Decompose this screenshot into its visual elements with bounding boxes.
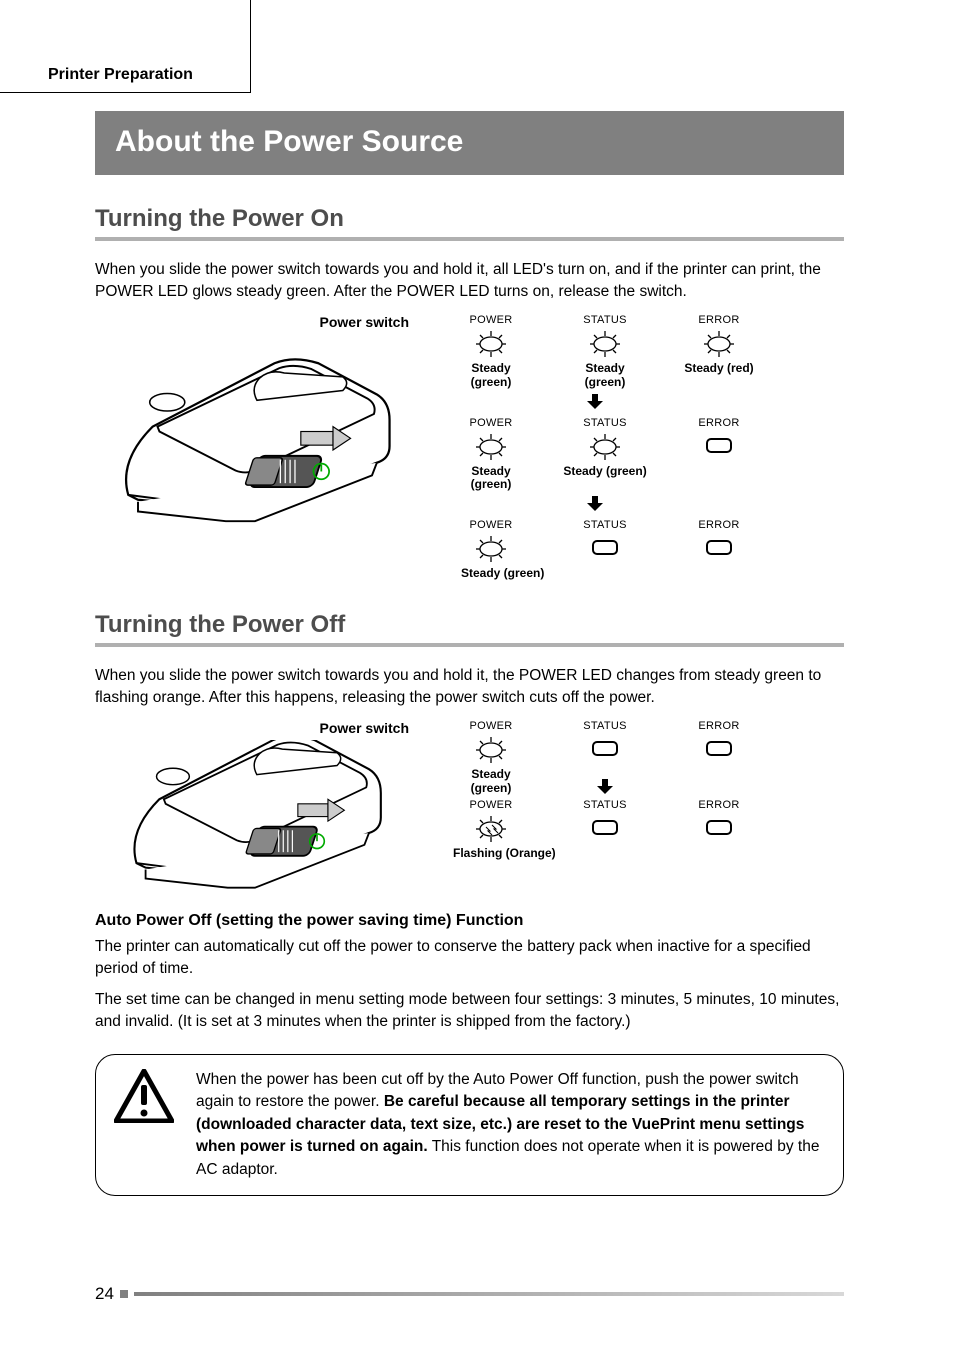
led-flash-icon	[472, 813, 510, 845]
caution-box: When the power has been cut off by the A…	[95, 1054, 844, 1196]
led-name-error: ERROR	[698, 417, 739, 429]
led-name-status: STATUS	[583, 720, 627, 732]
led-state: Steady (green)	[455, 768, 527, 796]
led-name-status: STATUS	[583, 314, 627, 326]
power-switch-label: Power switch	[95, 314, 415, 330]
subsection-heading: Auto Power Off (setting the power saving…	[95, 912, 844, 930]
printer-illustration	[95, 740, 415, 895]
led-name-status: STATUS	[583, 519, 627, 531]
power-switch-label: Power switch	[95, 720, 415, 736]
section1-heading: Turning the Power On	[95, 205, 844, 241]
led-off-icon	[706, 741, 732, 756]
section2-diagram: Power switch POWER Steady (green) STATUS	[95, 720, 844, 900]
led-state: Steady (green)	[461, 567, 844, 581]
led-name-status: STATUS	[583, 799, 627, 811]
down-arrow-icon	[592, 779, 618, 795]
down-arrow-icon	[582, 496, 608, 512]
led-on-icon	[472, 431, 510, 463]
led-state: Flashing (Orange)	[453, 847, 844, 861]
led-state: Steady (green)	[569, 362, 641, 390]
page-title: About the Power Source	[95, 111, 844, 175]
led-state: Steady (green)	[455, 465, 527, 493]
led-off-icon	[706, 438, 732, 453]
led-name-error: ERROR	[698, 314, 739, 326]
page-footer: 24	[95, 1284, 844, 1304]
led-on-icon	[586, 328, 624, 360]
led-name-power: POWER	[469, 314, 512, 326]
led-name-error: ERROR	[698, 799, 739, 811]
section2-heading: Turning the Power Off	[95, 611, 844, 647]
caution-text: When the power has been cut off by the A…	[196, 1069, 825, 1181]
led-off-icon	[592, 820, 618, 835]
led-name-power: POWER	[469, 799, 512, 811]
led-state: Steady (green)	[563, 465, 646, 479]
led-name-power: POWER	[469, 720, 512, 732]
led-on-icon	[586, 431, 624, 463]
section1-body: When you slide the power switch towards …	[95, 259, 844, 304]
led-on-icon	[472, 734, 510, 766]
led-state: Steady (red)	[684, 362, 753, 376]
subsection-p2: The set time can be changed in menu sett…	[95, 989, 844, 1034]
section2-body: When you slide the power switch towards …	[95, 665, 844, 710]
printer-illustration	[95, 334, 415, 529]
led-off-icon	[592, 741, 618, 756]
section1-diagram: Power switch POWER Steady (green) STATUS…	[95, 314, 844, 581]
down-arrow-icon	[582, 394, 608, 410]
led-name-power: POWER	[469, 519, 512, 531]
led-on-icon	[700, 328, 738, 360]
led-off-icon	[706, 820, 732, 835]
led-state: Steady (green)	[455, 362, 527, 390]
led-name-error: ERROR	[698, 720, 739, 732]
led-off-icon	[706, 540, 732, 555]
led-on-icon	[472, 533, 510, 565]
led-name-status: STATUS	[583, 417, 627, 429]
led-off-icon	[592, 540, 618, 555]
header-label: Printer Preparation	[48, 66, 193, 84]
led-on-icon	[472, 328, 510, 360]
warning-icon	[114, 1069, 174, 1123]
led-name-error: ERROR	[698, 519, 739, 531]
led-name-power: POWER	[469, 417, 512, 429]
subsection-p1: The printer can automatically cut off th…	[95, 936, 844, 981]
